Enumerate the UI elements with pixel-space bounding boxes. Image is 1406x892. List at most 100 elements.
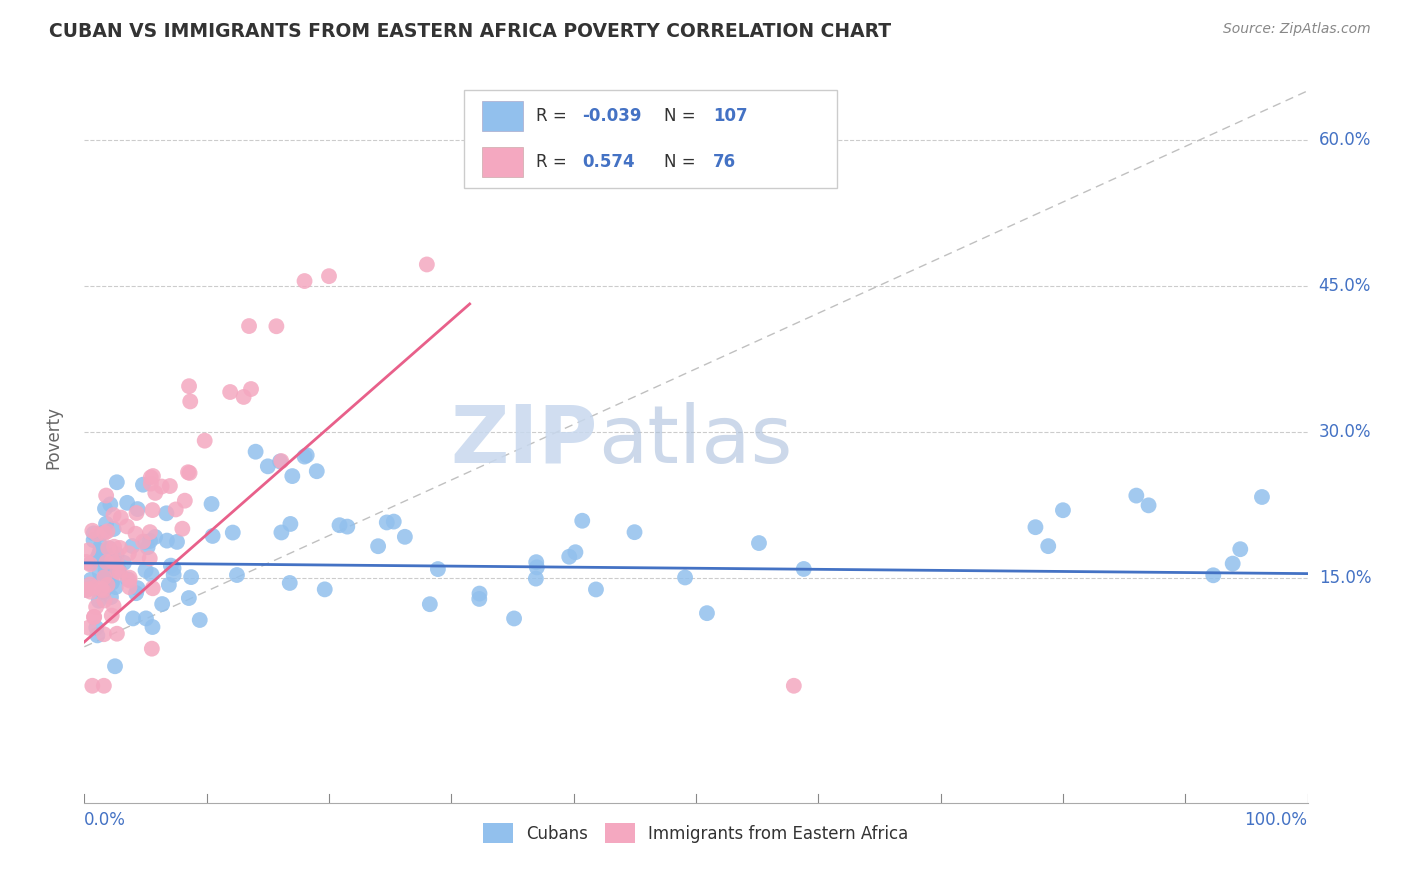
Point <box>141 620 163 634</box>
Point <box>84 621 107 635</box>
Point <box>87 593 110 607</box>
Point <box>1222 557 1244 571</box>
Point <box>571 514 593 528</box>
Point <box>121 539 143 553</box>
Point <box>93 593 115 607</box>
Point <box>314 582 336 597</box>
Point <box>238 319 260 334</box>
Point <box>91 583 114 598</box>
Point <box>117 572 139 586</box>
Point <box>127 549 149 564</box>
Point <box>524 572 547 586</box>
Point <box>79 584 101 599</box>
Point <box>294 274 316 288</box>
Point <box>118 574 141 588</box>
Point <box>127 502 149 516</box>
Point <box>165 502 187 516</box>
Point <box>101 554 124 568</box>
Point <box>155 506 177 520</box>
Text: -0.039: -0.039 <box>582 107 641 125</box>
Point <box>141 567 163 582</box>
Point <box>101 575 124 590</box>
Point <box>232 390 254 404</box>
Point <box>564 545 586 559</box>
Point <box>84 599 107 614</box>
Point <box>294 450 316 464</box>
Point <box>177 379 200 393</box>
Point <box>245 444 267 458</box>
Point <box>93 526 115 541</box>
Point <box>1038 539 1060 553</box>
Text: 30.0%: 30.0% <box>1319 423 1371 442</box>
Point <box>219 384 242 399</box>
Point <box>150 479 173 493</box>
FancyBboxPatch shape <box>482 101 523 131</box>
Text: 45.0%: 45.0% <box>1319 277 1371 295</box>
Point <box>375 516 398 530</box>
Point <box>104 580 127 594</box>
Point <box>1202 568 1225 582</box>
Legend: Cubans, Immigrants from Eastern Africa: Cubans, Immigrants from Eastern Africa <box>477 817 915 849</box>
Text: 0.574: 0.574 <box>582 153 636 171</box>
Point <box>93 679 115 693</box>
Point <box>105 626 128 640</box>
Point <box>103 522 125 536</box>
Point <box>77 621 100 635</box>
Point <box>328 518 350 533</box>
Point <box>96 555 118 569</box>
Text: 0.0%: 0.0% <box>84 811 127 829</box>
Point <box>177 465 200 479</box>
Point <box>143 486 166 500</box>
Point <box>83 533 105 548</box>
Point <box>270 454 292 468</box>
Point <box>1052 503 1074 517</box>
Point <box>585 582 607 597</box>
Point <box>336 519 359 533</box>
Point <box>79 558 101 572</box>
Point <box>141 503 163 517</box>
Point <box>240 382 263 396</box>
Point <box>96 578 118 592</box>
Point <box>139 525 162 540</box>
Point <box>105 475 128 490</box>
Text: 107: 107 <box>713 107 748 125</box>
Point <box>94 516 117 531</box>
Point <box>141 641 163 656</box>
Point <box>98 541 121 556</box>
Point <box>748 536 770 550</box>
Point <box>115 519 138 533</box>
Point <box>75 582 97 597</box>
Point <box>160 558 183 573</box>
Point <box>142 469 165 483</box>
Point <box>468 586 491 600</box>
Point <box>673 570 696 584</box>
Point <box>280 516 302 531</box>
Point <box>108 541 131 555</box>
Point <box>201 529 224 543</box>
Point <box>75 555 97 569</box>
Point <box>100 608 122 623</box>
Point <box>200 497 222 511</box>
Point <box>79 557 101 571</box>
Point <box>367 539 389 553</box>
Point <box>172 522 194 536</box>
Point <box>156 533 179 548</box>
Point <box>269 454 291 468</box>
Point <box>257 459 280 474</box>
Point <box>135 611 157 625</box>
Point <box>173 493 195 508</box>
Point <box>97 541 120 555</box>
Point <box>82 524 104 538</box>
Point <box>91 526 114 541</box>
Text: R =: R = <box>536 153 572 171</box>
Point <box>142 582 165 596</box>
Point <box>266 319 288 334</box>
Text: R =: R = <box>536 107 572 125</box>
Point <box>1229 542 1251 557</box>
Point <box>93 627 115 641</box>
Point <box>103 540 125 554</box>
Point <box>166 535 188 549</box>
Point <box>143 530 166 544</box>
Point <box>503 611 526 625</box>
Point <box>281 469 304 483</box>
